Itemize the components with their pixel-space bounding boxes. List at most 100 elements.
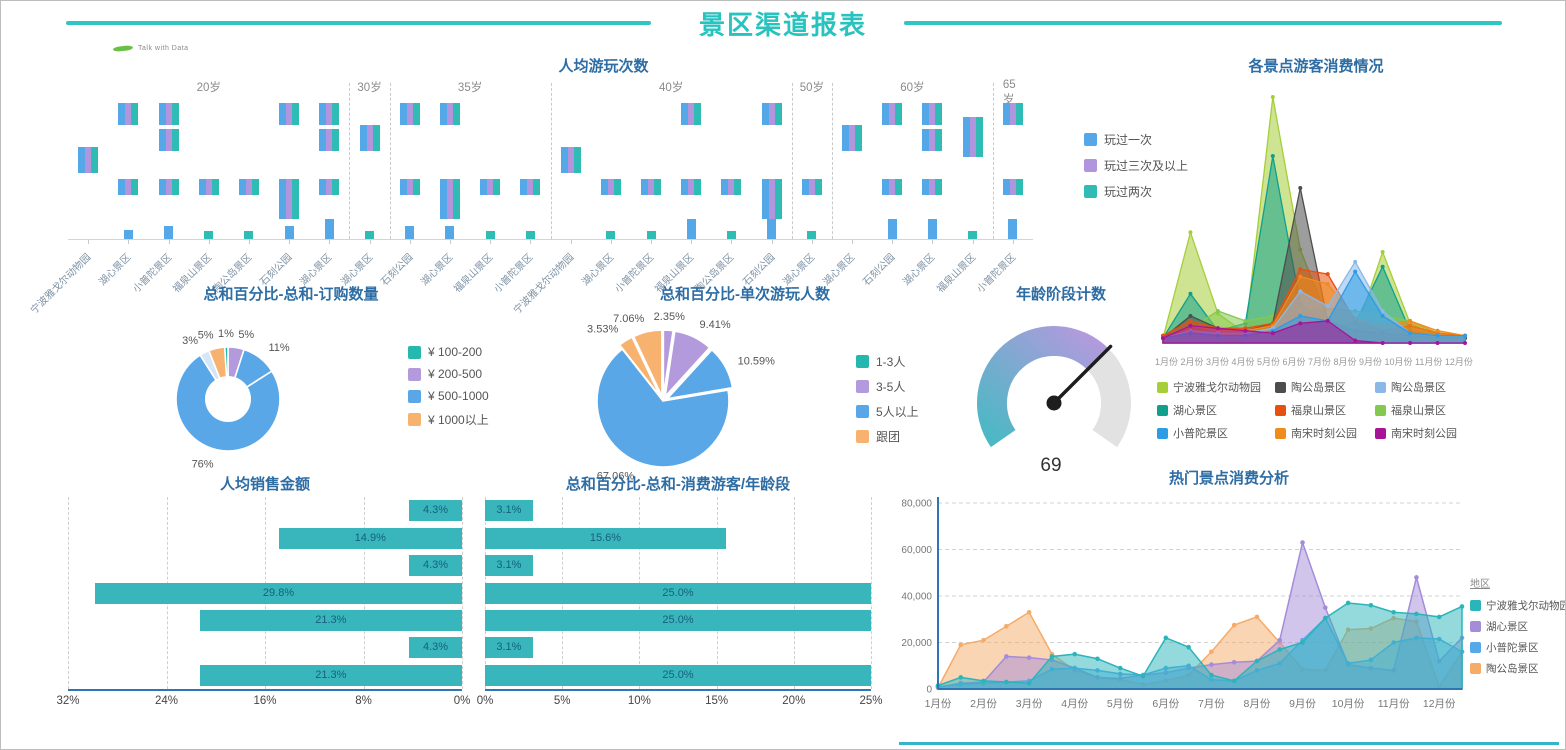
visit-bar-single[interactable] xyxy=(726,231,736,239)
visit-bar-single[interactable] xyxy=(525,231,535,239)
visit-bar-group[interactable] xyxy=(801,179,822,195)
visit-bar-group[interactable] xyxy=(600,179,621,195)
legend-item[interactable]: 南宋时刻公园 xyxy=(1375,425,1471,441)
legend-item[interactable]: 5人以上 xyxy=(856,403,919,420)
legend-item[interactable]: 3-5人 xyxy=(856,378,919,395)
visit-bar-group[interactable] xyxy=(118,179,139,195)
visit-bar-group[interactable] xyxy=(641,179,662,195)
bar[interactable] xyxy=(485,555,533,577)
visit-bar-group[interactable] xyxy=(158,129,179,151)
consumption-plot-area[interactable] xyxy=(1155,85,1473,351)
visit-bar-single[interactable] xyxy=(968,231,978,239)
visit-bar-single[interactable] xyxy=(204,231,214,239)
bar[interactable] xyxy=(485,500,533,522)
pie-slice[interactable] xyxy=(596,347,730,468)
pie-slice[interactable] xyxy=(662,329,674,397)
visit-bar-group[interactable] xyxy=(359,125,380,151)
legend-item[interactable]: ¥ 500-1000 xyxy=(408,389,489,403)
bar[interactable] xyxy=(485,609,871,631)
bar[interactable] xyxy=(485,582,871,604)
legend-item[interactable]: 陶公岛景区 xyxy=(1275,379,1375,395)
pie-slice[interactable] xyxy=(632,329,663,397)
bar[interactable] xyxy=(485,664,871,686)
agedist-plot-area[interactable]: 3.1% 15.6% 3.1% 25.0% 25.0% 3.1% 25.0% xyxy=(485,497,872,691)
legend-item[interactable]: 福泉山景区 xyxy=(1375,402,1471,418)
bar[interactable] xyxy=(409,555,462,577)
legend-item[interactable]: 福泉山景区 xyxy=(1275,402,1375,418)
visit-bar-group[interactable] xyxy=(681,103,702,125)
visit-bar-group[interactable] xyxy=(439,103,460,125)
visit-bar-group[interactable] xyxy=(158,103,179,125)
bar[interactable] xyxy=(199,664,462,686)
visit-bar-group[interactable] xyxy=(238,179,259,195)
visit-bar-single[interactable] xyxy=(324,219,334,239)
visit-bar-group[interactable] xyxy=(721,179,742,195)
visit-bar-single[interactable] xyxy=(686,219,696,239)
visit-bar-group[interactable] xyxy=(319,129,340,151)
visit-bar-single[interactable] xyxy=(606,231,616,239)
visit-bar-group[interactable] xyxy=(882,179,903,195)
visit-bar-single[interactable] xyxy=(485,231,495,239)
legend-item[interactable]: 玩过一次 xyxy=(1084,131,1188,148)
bar[interactable] xyxy=(278,527,462,549)
legend-item[interactable]: 玩过两次 xyxy=(1084,183,1188,200)
bar[interactable] xyxy=(485,637,533,659)
area-series[interactable] xyxy=(1162,320,1465,344)
legend-item[interactable]: 玩过三次及以上 xyxy=(1084,157,1188,174)
legend-item[interactable]: 跟团 xyxy=(856,428,919,445)
visit-bar-group[interactable] xyxy=(962,117,983,157)
bar[interactable] xyxy=(409,637,462,659)
legend-item[interactable]: 陶公岛景区 xyxy=(1375,379,1471,395)
legend-item[interactable]: ¥ 1000以上 xyxy=(408,411,489,428)
visit-bar-group[interactable] xyxy=(1002,103,1023,125)
visit-bar-group[interactable] xyxy=(399,179,420,195)
legend-item[interactable]: ¥ 100-200 xyxy=(408,345,489,359)
visit-bar-group[interactable] xyxy=(882,103,903,125)
legend-item[interactable]: 湖心景区 xyxy=(1470,619,1565,634)
visit-bar-group[interactable] xyxy=(198,179,219,195)
visit-bar-group[interactable] xyxy=(118,103,139,125)
visit-bar-group[interactable] xyxy=(158,179,179,195)
visit-bar-group[interactable] xyxy=(319,103,340,125)
visit-bar-group[interactable] xyxy=(480,179,501,195)
visit-bar-group[interactable] xyxy=(1002,179,1023,195)
visit-bar-single[interactable] xyxy=(767,219,777,239)
visit-bar-group[interactable] xyxy=(439,179,460,219)
pie-slice[interactable] xyxy=(618,336,662,398)
bar[interactable] xyxy=(485,527,726,549)
bar[interactable] xyxy=(409,500,462,522)
visit-bar-single[interactable] xyxy=(405,226,415,239)
visit-bar-single[interactable] xyxy=(646,231,656,239)
visit-bar-group[interactable] xyxy=(279,103,300,125)
legend-item[interactable]: 陶公岛景区 xyxy=(1470,661,1565,676)
legend-item[interactable]: 湖心景区 xyxy=(1157,402,1275,418)
bar[interactable] xyxy=(95,582,462,604)
donut-plot-area[interactable]: 5%11%76%3% 5% 1% xyxy=(116,313,366,478)
visit-bar-group[interactable] xyxy=(78,147,99,173)
legend-item[interactable]: 宁波雅戈尔动物园 xyxy=(1470,598,1565,613)
legend-item[interactable]: ¥ 200-500 xyxy=(408,367,489,381)
visit-bar-single[interactable] xyxy=(807,231,817,239)
hotspots-plot-area[interactable]: 0 20,000 40,000 60,000 80,000 1月份 2月份 3月份 4月份 5月份… xyxy=(896,493,1468,729)
visit-bar-group[interactable] xyxy=(520,179,541,195)
visit-bar-single[interactable] xyxy=(123,230,133,239)
legend-item[interactable]: 1-3人 xyxy=(856,353,919,370)
bar[interactable] xyxy=(199,609,462,631)
visit-bar-single[interactable] xyxy=(164,226,174,239)
visit-bar-group[interactable] xyxy=(761,103,782,125)
gauge-plot-area[interactable] xyxy=(956,311,1166,457)
visit-bar-group[interactable] xyxy=(842,125,863,151)
pie-plot-area[interactable]: 2.35% 9.41% 10.59% 67.06% 3.53%7.06% xyxy=(559,309,849,491)
visit-bar-group[interactable] xyxy=(399,103,420,125)
visit-bar-single[interactable] xyxy=(244,231,254,239)
visit-bar-group[interactable] xyxy=(560,147,581,173)
visit-bar-single[interactable] xyxy=(927,219,937,239)
visit-bar-group[interactable] xyxy=(922,179,943,195)
legend-item[interactable]: 小普陀景区 xyxy=(1470,640,1565,655)
sales-plot-area[interactable]: 4.3% 14.9% 4.3% 29.8% 21.3% 4.3% 21.3% xyxy=(68,497,463,691)
visit-bar-group[interactable] xyxy=(279,179,300,219)
visit-bar-group[interactable] xyxy=(922,129,943,151)
pie-slice[interactable] xyxy=(663,330,711,399)
visit-bar-single[interactable] xyxy=(445,226,455,239)
visit-bar-group[interactable] xyxy=(922,103,943,125)
